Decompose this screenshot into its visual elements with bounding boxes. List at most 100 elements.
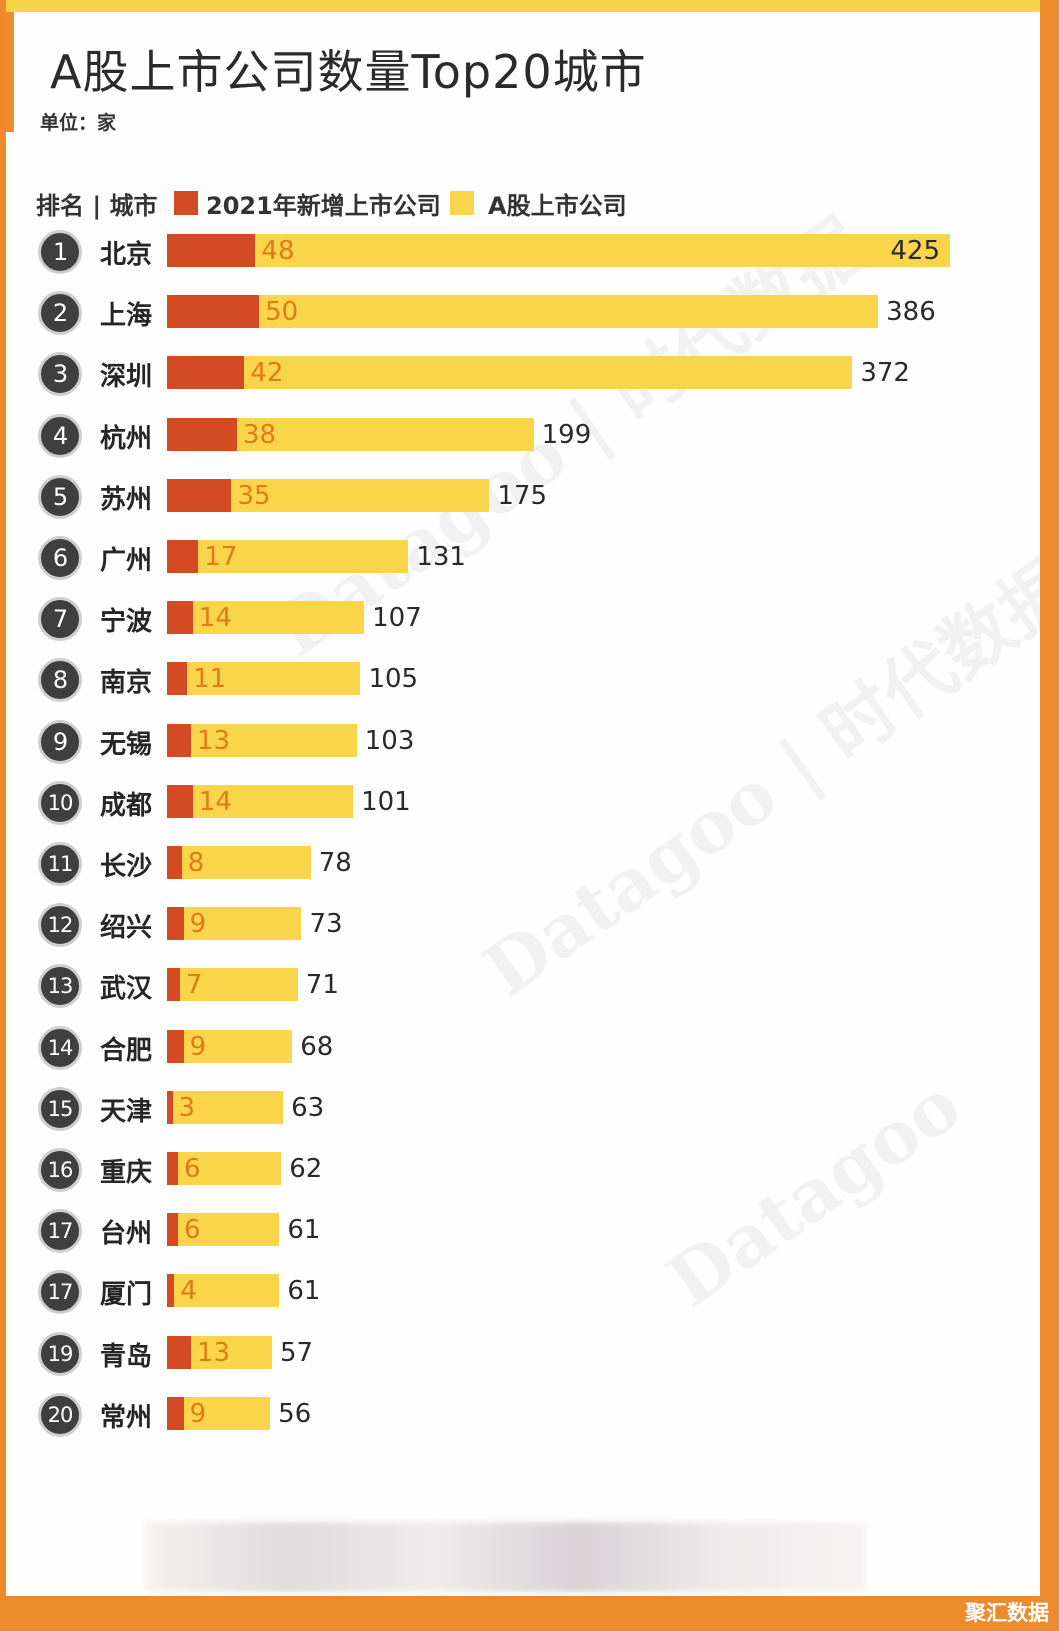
total-value-label: 425 [890,236,940,266]
bar-new [167,356,245,390]
total-value-label: 61 [287,1215,321,1246]
city-label: 宁波 [100,607,153,638]
city-label: 厦门 [100,1280,153,1311]
total-value-label: 57 [280,1337,314,1368]
new-value-label: 50 [265,297,299,328]
bar-rows: 1 北京 48 425 2 上海 50 386 3 深圳 42 372 4 杭州 38 199 5 苏州 35 175… [6,0,1040,1596]
city-label: 南京 [100,668,153,699]
new-value-label: 4 [180,1276,197,1307]
legend-label-total: A股上市公司 [488,192,627,220]
rank-badge: 6 [38,536,82,580]
new-value-label: 17 [204,542,238,572]
city-label: 深圳 [100,362,153,393]
rank-badge: 14 [38,1025,82,1070]
new-value-label: 13 [196,725,231,756]
bar-new [167,478,232,512]
total-value-label: 103 [364,725,415,756]
bar-new [167,968,180,1002]
blurred-region [146,1522,866,1592]
unit-label: 单位：家 [40,112,117,134]
city-label: 重庆 [100,1158,153,1188]
bar-new [167,1213,179,1247]
total-value-label: 175 [497,480,548,511]
city-label: 上海 [100,301,153,332]
rank-badge: 13 [38,964,82,1009]
rank-badge: 2 [38,291,82,336]
bar-new [167,723,191,757]
bar-total [167,784,354,818]
bar-total [167,356,853,390]
bar-total [167,601,365,635]
rank-badge: 3 [38,352,82,397]
new-value-label: 35 [237,480,271,511]
total-value-label: 199 [541,419,592,450]
bar-row: 16 重庆 6 62 [6,1148,1040,1192]
new-value-label: 14 [198,786,232,817]
legend-swatch-total [450,191,474,215]
bar-row: 3 深圳 42 372 [6,352,1040,397]
bar-row: 19 青岛 13 57 [6,1331,1040,1376]
rank-badge: 17 [38,1270,82,1315]
bar-new [167,1396,184,1430]
rank-badge: 15 [38,1086,82,1131]
bar-total [167,1274,280,1308]
bar-row: 17 台州 6 61 [6,1209,1040,1254]
new-value-label: 8 [187,848,205,878]
city-label: 无锡 [100,729,153,760]
bar-new [167,540,199,573]
bar-new [167,1335,191,1369]
rank-badge: 7 [38,597,82,642]
bar-total [167,968,298,1002]
bar-new [167,234,256,267]
bar-total [167,1396,271,1430]
total-value-label: 131 [416,542,466,572]
bar-row: 1 北京 48 425 [6,230,1040,274]
bar-row: 14 合肥 9 68 [6,1025,1040,1070]
new-value-label: 6 [184,1154,201,1184]
left-accent-stripe [6,12,14,132]
bar-row: 5 苏州 35 175 [6,474,1040,519]
total-value-label: 105 [368,664,419,695]
city-label: 广州 [100,546,153,576]
city-label: 北京 [100,240,153,270]
new-value-label: 9 [189,1031,207,1062]
rank-badge: 1 [38,230,82,274]
new-value-label: 42 [250,358,284,389]
bar-total [167,540,409,573]
new-value-label: 6 [184,1215,201,1246]
bar-total [167,1213,280,1247]
bar-row: 15 天津 3 63 [6,1086,1040,1131]
rank-badge: 19 [38,1331,82,1376]
rank-badge: 17 [38,1209,82,1254]
bar-row: 20 常州 9 56 [6,1392,1040,1437]
bar-total [167,723,357,757]
rank-badge: 8 [38,658,82,703]
city-label: 武汉 [100,974,153,1005]
bar-total [167,1152,282,1185]
rank-badge: 9 [38,719,82,764]
bar-row: 12 绍兴 9 73 [6,903,1040,948]
bar-total [167,234,950,267]
bar-total [167,295,879,329]
bar-row: 2 上海 50 386 [6,291,1040,336]
bar-new [167,1029,184,1063]
rank-badge: 16 [38,1148,82,1192]
bar-new [167,846,182,879]
city-label: 青岛 [100,1341,153,1372]
rank-badge: 11 [38,842,82,886]
total-value-label: 78 [318,848,352,878]
total-value-label: 68 [300,1031,334,1062]
bar-new [167,417,237,451]
city-label: 天津 [100,1096,153,1127]
new-value-label: 7 [185,970,203,1001]
city-label: 杭州 [100,423,153,454]
bar-total [167,846,311,879]
new-value-label: 38 [243,419,277,450]
bar-row: 11 长沙 8 78 [6,842,1040,886]
total-value-label: 61 [287,1276,321,1307]
new-value-label: 9 [189,909,207,940]
new-value-label: 14 [198,603,232,634]
new-value-label: 13 [196,1337,231,1368]
rank-badge: 5 [38,474,82,519]
city-label: 成都 [100,790,153,821]
